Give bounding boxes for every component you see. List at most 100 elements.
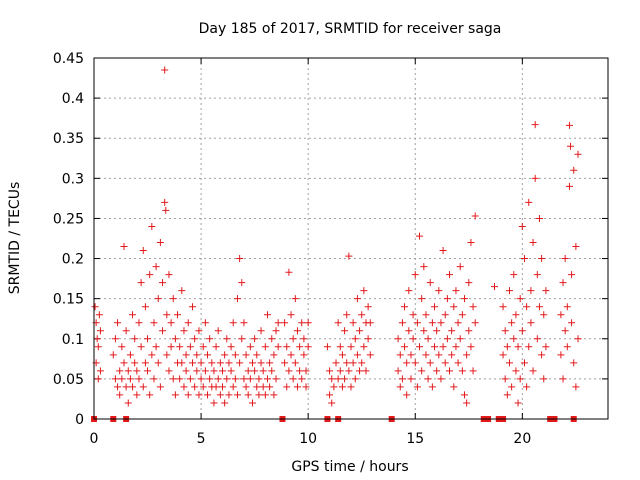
data-point xyxy=(465,279,473,287)
data-point xyxy=(114,383,122,391)
axis-ticks: 0 0.05 0.1 0.15 0.2 0.25 0.3 0.35 0.4 0.45 0 5 10 15 2… xyxy=(53,51,608,447)
data-point xyxy=(510,271,518,279)
data-point xyxy=(535,214,543,222)
data-point xyxy=(223,375,231,383)
y-tick-label: 0.25 xyxy=(53,211,84,227)
data-point xyxy=(231,351,239,359)
data-point xyxy=(416,232,424,240)
data-point xyxy=(223,335,231,343)
data-point xyxy=(272,375,280,383)
data-point xyxy=(446,271,454,279)
data-point xyxy=(212,383,220,391)
y-tick-label: 0.3 xyxy=(62,171,84,187)
data-point xyxy=(298,319,306,327)
data-point xyxy=(533,271,541,279)
data-point xyxy=(270,391,278,399)
data-point xyxy=(109,351,117,359)
data-point xyxy=(345,252,353,260)
data-point xyxy=(461,391,469,399)
data-point xyxy=(433,367,441,375)
data-point xyxy=(219,367,226,375)
data-point xyxy=(165,271,173,279)
data-point xyxy=(263,311,271,319)
data-point xyxy=(135,319,143,327)
data-point xyxy=(559,279,567,287)
data-point xyxy=(512,311,520,319)
data-point xyxy=(293,327,301,335)
data-point xyxy=(341,375,349,383)
data-point xyxy=(422,351,430,359)
data-point xyxy=(426,279,434,287)
data-point xyxy=(204,351,212,359)
data-point xyxy=(516,375,524,383)
data-point xyxy=(565,121,573,129)
data-point xyxy=(458,311,466,319)
data-point xyxy=(162,206,170,214)
data-point xyxy=(126,351,134,359)
data-point xyxy=(514,343,522,351)
data-point xyxy=(225,391,233,399)
data-point xyxy=(514,399,522,407)
data-point xyxy=(428,383,436,391)
data-point xyxy=(431,343,439,351)
x-axis-label: GPS time / hours xyxy=(291,459,408,475)
data-point xyxy=(293,383,301,391)
data-point xyxy=(570,166,578,174)
data-point xyxy=(159,327,167,335)
data-point xyxy=(510,335,518,343)
data-point xyxy=(439,247,447,255)
data-point xyxy=(557,311,565,319)
data-point xyxy=(398,319,406,327)
y-tick-label: 0.1 xyxy=(62,332,84,348)
data-point xyxy=(248,399,256,407)
data-point xyxy=(289,375,297,383)
data-point xyxy=(287,311,295,319)
data-point xyxy=(259,367,267,375)
data-point xyxy=(529,367,537,375)
data-point xyxy=(281,359,289,367)
data-point xyxy=(116,391,124,399)
data-point xyxy=(131,335,139,343)
data-point xyxy=(167,343,175,351)
data-point xyxy=(398,375,406,383)
data-point xyxy=(298,375,306,383)
data-point xyxy=(184,391,192,399)
data-point xyxy=(535,303,543,311)
data-point xyxy=(469,367,477,375)
data-point xyxy=(356,327,364,335)
data-point xyxy=(210,367,218,375)
data-point xyxy=(538,255,546,263)
data-point xyxy=(413,319,421,327)
data-point xyxy=(159,279,167,287)
x-tick-label: 15 xyxy=(406,431,424,447)
data-point xyxy=(441,359,449,367)
data-point xyxy=(302,383,310,391)
data-point xyxy=(180,383,188,391)
data-point xyxy=(407,351,415,359)
data-point xyxy=(120,243,128,251)
data-point xyxy=(150,375,158,383)
data-point xyxy=(572,243,580,251)
data-point xyxy=(413,383,421,391)
data-point xyxy=(191,335,199,343)
data-point xyxy=(446,367,454,375)
data-point xyxy=(452,343,460,351)
data-point xyxy=(559,375,567,383)
data-point xyxy=(505,287,513,295)
data-point xyxy=(131,359,139,367)
data-point xyxy=(428,319,436,327)
data-point xyxy=(129,383,137,391)
data-point xyxy=(225,359,233,367)
data-point xyxy=(574,335,582,343)
data-point xyxy=(221,351,229,359)
data-point xyxy=(216,359,224,367)
data-point xyxy=(146,391,154,399)
data-point xyxy=(274,343,282,351)
data-point xyxy=(251,335,259,343)
data-point xyxy=(302,367,310,375)
data-point xyxy=(212,343,220,351)
data-point xyxy=(266,359,274,367)
data-point xyxy=(208,359,216,367)
y-tick-label: 0.2 xyxy=(62,252,84,268)
